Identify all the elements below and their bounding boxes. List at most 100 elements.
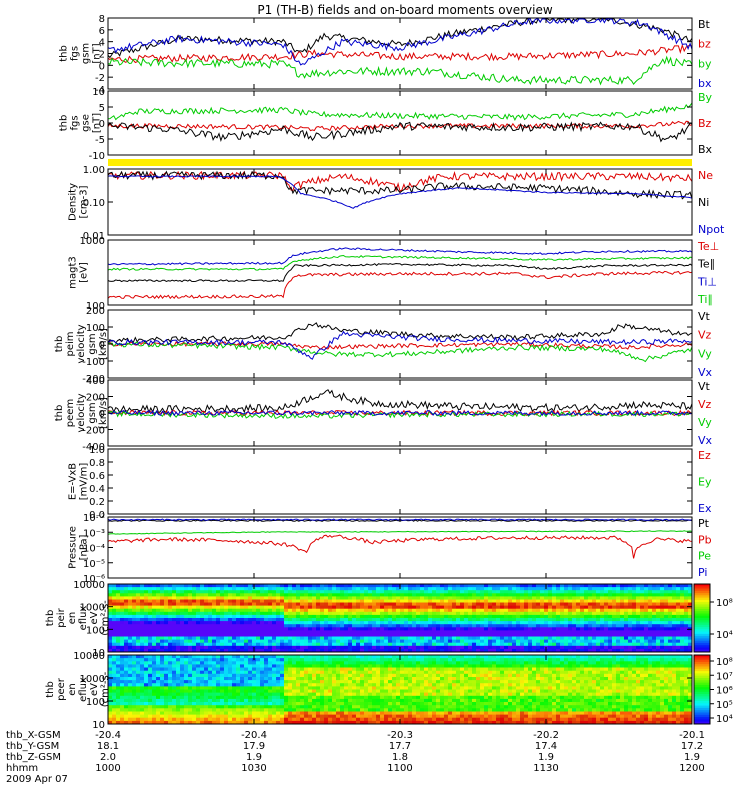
spectrogram-cell — [196, 708, 201, 712]
spectrogram-cell — [280, 720, 285, 725]
spectrogram-cell — [144, 633, 149, 637]
spectrogram-cell — [196, 698, 201, 703]
spectrogram-cell — [456, 599, 461, 603]
spectrogram-cell — [216, 633, 221, 637]
spectrogram-cell — [144, 667, 149, 671]
spectrogram-cell — [208, 705, 213, 709]
spectrogram-cell — [112, 587, 117, 591]
spectrogram-cell — [208, 677, 213, 681]
spectrogram-cell — [136, 645, 141, 650]
spectrogram-cell — [412, 599, 417, 603]
spectrogram-cell — [188, 695, 193, 700]
spectrogram-cell — [628, 587, 633, 591]
spectrogram-cell — [636, 596, 641, 600]
spectrogram-cell — [348, 667, 353, 671]
spectrogram-cell — [444, 642, 449, 647]
spectrogram-cell — [524, 587, 529, 591]
spectrogram-cell — [436, 599, 441, 603]
spectrogram-cell — [176, 590, 181, 594]
spectrogram-cell — [664, 642, 669, 647]
spectrogram-cell — [112, 642, 117, 647]
spectrogram-cell — [560, 605, 565, 610]
spectrogram-cell — [292, 636, 297, 640]
spectrogram-cell — [220, 584, 225, 588]
spectrogram-cell — [480, 611, 485, 616]
spectrogram-cell — [640, 596, 645, 600]
spectrogram-cell — [324, 689, 329, 693]
spectrogram-cell — [244, 708, 249, 712]
spectrogram-cell — [496, 584, 501, 588]
spectrogram-cell — [352, 680, 357, 684]
colorbar-segment — [694, 613, 710, 617]
spectrogram-cell — [620, 605, 625, 610]
spectrogram-cell — [492, 599, 497, 603]
spectrogram-cell — [416, 630, 421, 634]
spectrogram-cell — [676, 648, 681, 653]
spectrogram-cell — [148, 705, 153, 709]
spectrogram-cell — [580, 621, 585, 625]
spectrogram-cell — [284, 648, 289, 653]
spectrogram-cell — [576, 590, 581, 594]
spectrogram-cell — [324, 633, 329, 637]
spectrogram-cell — [268, 596, 273, 600]
spectrogram-cell — [548, 621, 553, 625]
spectrogram-cell — [176, 658, 181, 662]
spectrogram-cell — [332, 680, 337, 684]
spectrogram-cell — [164, 714, 169, 719]
spectrogram-cell — [256, 618, 261, 622]
spectrogram-cell — [556, 621, 561, 625]
spectrogram-cell — [280, 711, 285, 715]
spectrogram-cell — [192, 590, 197, 594]
spectrogram-cell — [412, 642, 417, 647]
spectrogram-cell — [432, 614, 437, 619]
spectrogram-cell — [272, 645, 277, 650]
spectrogram-cell — [160, 593, 165, 597]
spectrogram-cell — [672, 590, 677, 594]
spectrogram-cell — [308, 596, 313, 600]
colorbar-segment — [694, 599, 710, 603]
spectrogram-cell — [584, 645, 589, 650]
spectrogram-cell — [268, 692, 273, 697]
spectrogram-cell — [524, 618, 529, 622]
spectrogram-cell — [636, 587, 641, 591]
spectrogram-cell — [300, 618, 305, 622]
spectrogram-cell — [604, 624, 609, 628]
spectrogram-cell — [348, 593, 353, 597]
spectrogram-cell — [484, 642, 489, 647]
y-tick-label: 100 — [86, 301, 105, 312]
spectrogram-cell — [588, 593, 593, 597]
spectrogram-cell — [232, 596, 237, 600]
spectrogram-cell — [504, 602, 509, 606]
spectrogram-cell — [128, 593, 133, 597]
spectrogram-cell — [640, 648, 645, 653]
spectrogram-cell — [344, 705, 349, 709]
spectrogram-cell — [156, 702, 161, 706]
spectrogram-cell — [464, 590, 469, 594]
spectrogram-cell — [552, 633, 557, 637]
spectrogram-cell — [580, 584, 585, 588]
spectrogram-cell — [192, 608, 197, 613]
spectrogram-cell — [328, 584, 333, 588]
spectrogram-cell — [504, 633, 509, 637]
spectrogram-cell — [188, 584, 193, 588]
spectrogram-cell — [160, 677, 165, 681]
spectrogram-cell — [124, 614, 129, 619]
spectrogram-cell — [132, 636, 137, 640]
spectrogram-cell — [520, 633, 525, 637]
spectrogram-cell — [128, 664, 133, 668]
spectrogram-cell — [468, 587, 473, 591]
spectrogram-cell — [436, 593, 441, 597]
spectrogram-cell — [664, 645, 669, 650]
spectrogram-cell — [164, 683, 169, 687]
spectrogram-cell — [132, 605, 137, 610]
spectrogram-cell — [232, 673, 237, 678]
spectrogram-cell — [296, 658, 301, 662]
spectrogram-cell — [688, 596, 693, 600]
spectrogram-cell — [180, 605, 185, 610]
spectrogram-cell — [428, 648, 433, 653]
spectrogram-cell — [156, 689, 161, 693]
spectrogram-cell — [444, 590, 449, 594]
spectrogram-cell — [232, 680, 237, 684]
spectrogram-cell — [256, 599, 261, 603]
spectrogram-cell — [336, 708, 341, 712]
